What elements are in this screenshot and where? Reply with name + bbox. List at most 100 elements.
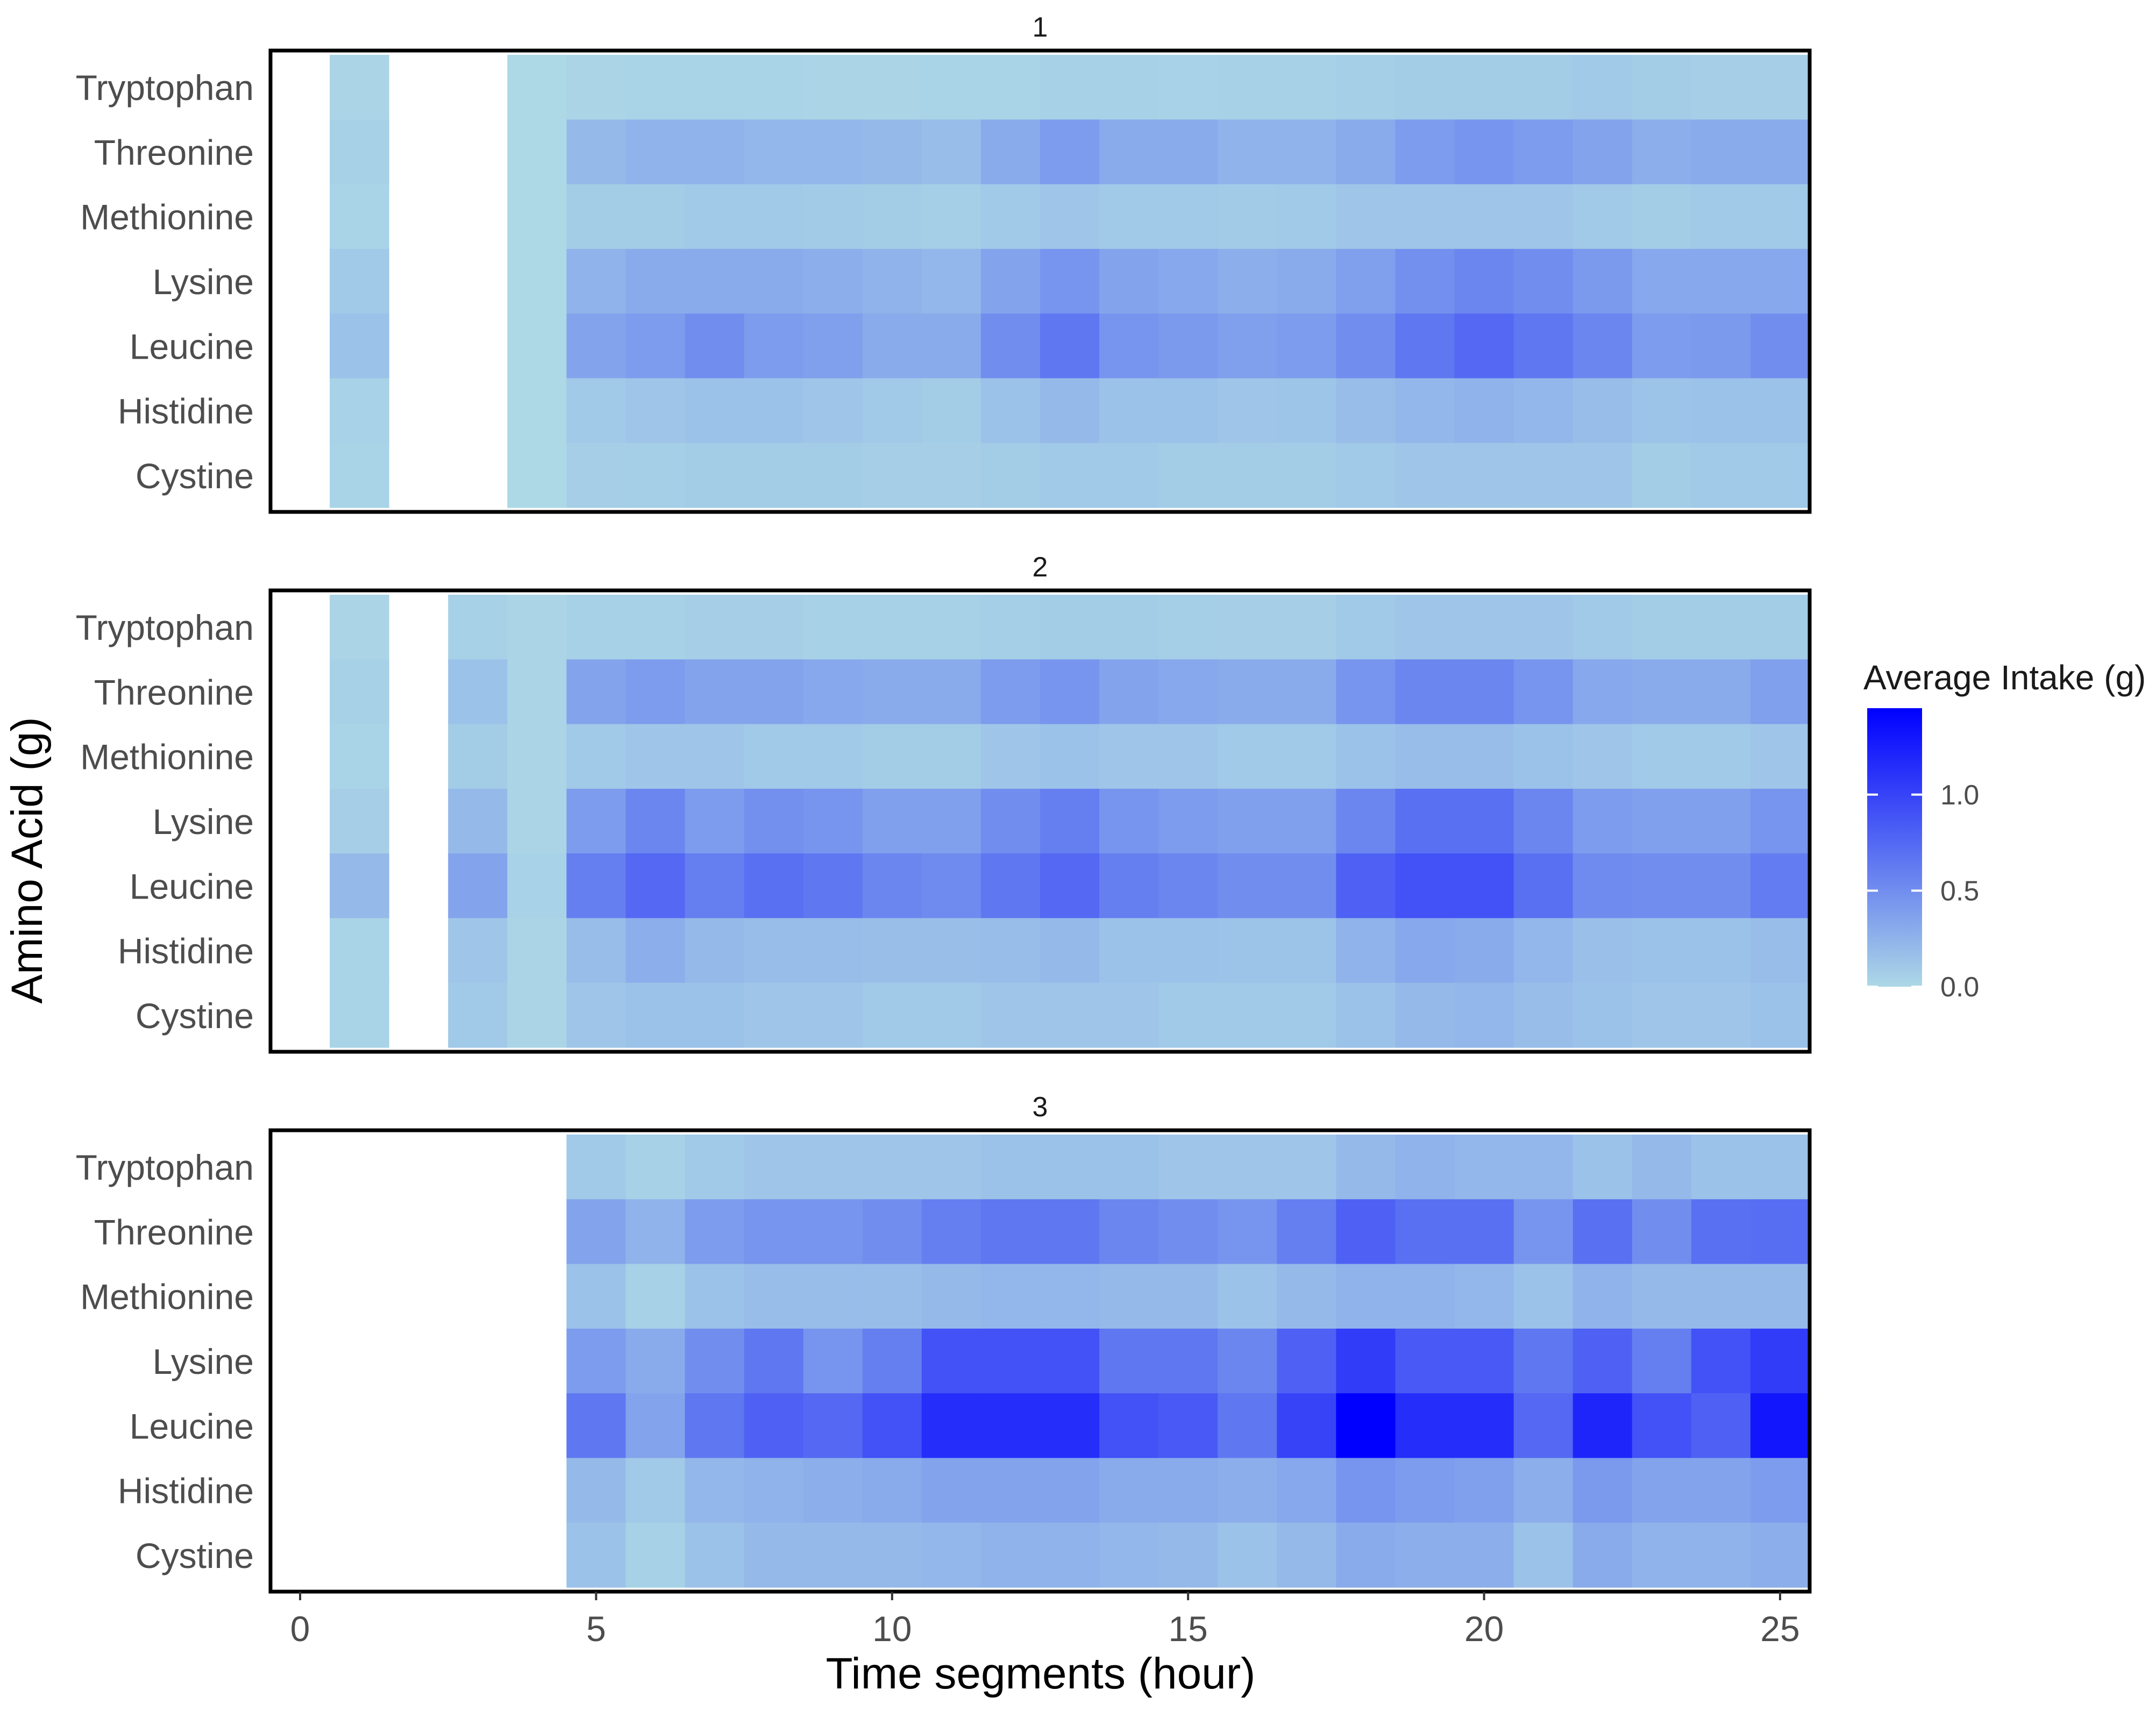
heatmap-cell bbox=[1336, 595, 1396, 660]
heatmap-cell bbox=[1218, 982, 1277, 1048]
heatmap-cell bbox=[1632, 918, 1692, 983]
heatmap-cell bbox=[566, 1458, 627, 1523]
heatmap-cell bbox=[862, 1393, 922, 1459]
heatmap-cell bbox=[330, 918, 389, 983]
heatmap-cell bbox=[330, 55, 389, 120]
heatmap-cell bbox=[1513, 1393, 1574, 1459]
heatmap-cell bbox=[566, 313, 627, 379]
heatmap-cell bbox=[1632, 1458, 1692, 1523]
heatmap-cell bbox=[1454, 184, 1514, 249]
heatmap-cell bbox=[803, 982, 863, 1048]
heatmap-cell bbox=[625, 1393, 686, 1459]
heatmap-cell bbox=[1454, 1199, 1514, 1265]
heatmap-cell bbox=[1099, 119, 1159, 185]
heatmap-cell bbox=[1277, 788, 1336, 854]
heatmap-cell bbox=[1572, 313, 1633, 379]
heatmap-cell bbox=[1513, 1135, 1574, 1200]
y-tick-label: Tryptophan bbox=[76, 1147, 254, 1187]
heatmap-cell bbox=[1277, 248, 1336, 314]
heatmap-cell bbox=[685, 982, 745, 1048]
heatmap-cell bbox=[1691, 1135, 1751, 1200]
heatmap-cell bbox=[744, 853, 804, 919]
legend-tick-label: 0.0 bbox=[1940, 972, 1979, 1003]
heatmap-cell bbox=[1040, 659, 1100, 725]
heatmap-cell bbox=[744, 1522, 804, 1588]
heatmap-cell bbox=[980, 724, 1041, 789]
panel-label: 1 bbox=[1033, 12, 1048, 43]
heatmap-cell bbox=[448, 982, 508, 1048]
heatmap-cell bbox=[980, 918, 1041, 983]
heatmap-cell bbox=[1750, 1522, 1810, 1588]
heatmap-cell bbox=[1277, 378, 1336, 444]
heatmap-cell bbox=[1395, 1458, 1455, 1523]
heatmap-cell bbox=[625, 119, 686, 185]
heatmap-cell bbox=[1336, 982, 1396, 1048]
heatmap-cell bbox=[1513, 184, 1574, 249]
heatmap-cell bbox=[1158, 1264, 1218, 1329]
heatmap-cell bbox=[1040, 378, 1100, 444]
heatmap-cell bbox=[862, 853, 922, 919]
x-axis: 0 5 10 15 20 25 bbox=[290, 1592, 1800, 1649]
heatmap-cell bbox=[566, 119, 627, 185]
heatmap-cell bbox=[1158, 595, 1218, 660]
heatmap-cell bbox=[1040, 119, 1100, 185]
y-axis-title: Amino Acid (g) bbox=[3, 717, 52, 1003]
heatmap-cell bbox=[330, 659, 389, 725]
heatmap-cell bbox=[1277, 853, 1336, 919]
heatmap-cell bbox=[803, 1328, 863, 1394]
heatmap-cell bbox=[1632, 659, 1692, 725]
heatmap-cell bbox=[803, 659, 863, 725]
heatmap-cell bbox=[1336, 443, 1396, 508]
heatmap-cell bbox=[1218, 918, 1277, 983]
heatmap-cell bbox=[1218, 724, 1277, 789]
heatmap-cell bbox=[1395, 788, 1455, 854]
heatmap-cell bbox=[685, 184, 745, 249]
heatmap-cell bbox=[1750, 1458, 1810, 1523]
heatmap-cell bbox=[507, 724, 567, 789]
heatmap-cell bbox=[507, 853, 567, 919]
panel-3: 3 Tryptophan Threonine Methionine Lysine Leuc… bbox=[76, 1092, 1812, 1594]
heatmap-cell bbox=[1099, 724, 1159, 789]
heatmap-cell bbox=[330, 248, 389, 314]
heatmap-cell bbox=[980, 595, 1041, 660]
heatmap-cell bbox=[921, 443, 981, 508]
heatmap-cell bbox=[625, 1328, 686, 1394]
heatmap-cell bbox=[1336, 1328, 1396, 1394]
heatmap-cell bbox=[803, 248, 863, 314]
heatmap-cell bbox=[330, 443, 389, 508]
heatmap-cell bbox=[1099, 184, 1159, 249]
heatmap-cell bbox=[1750, 1328, 1810, 1394]
heatmap-cell bbox=[1158, 313, 1218, 379]
heatmap-cell bbox=[1218, 55, 1277, 120]
x-tick-label: 5 bbox=[586, 1609, 606, 1649]
heatmap-cell bbox=[1572, 918, 1633, 983]
heatmap-cell bbox=[1040, 184, 1100, 249]
heatmap-cell bbox=[1277, 659, 1336, 725]
heatmap-cell bbox=[1040, 853, 1100, 919]
heatmap-cell bbox=[921, 313, 981, 379]
heatmap-cell bbox=[1454, 982, 1514, 1048]
heatmap-cell bbox=[862, 1264, 922, 1329]
heatmap-cell bbox=[980, 1393, 1041, 1459]
heatmap-cell bbox=[1632, 1264, 1692, 1329]
heatmap-cell bbox=[448, 853, 508, 919]
heatmap-cell bbox=[1158, 443, 1218, 508]
heatmap-cell bbox=[625, 378, 686, 444]
y-tick-label: Histidine bbox=[118, 931, 254, 971]
heatmap-cell bbox=[1218, 1135, 1277, 1200]
heatmap-cell bbox=[507, 659, 567, 725]
panel-border bbox=[268, 48, 1812, 514]
heatmap-cell bbox=[803, 724, 863, 789]
heatmap-cell bbox=[1750, 1264, 1810, 1329]
heatmap-cell bbox=[921, 918, 981, 983]
heatmap-cell bbox=[685, 1264, 745, 1329]
heatmap-cell bbox=[1572, 1458, 1633, 1523]
heatmap-cell bbox=[1218, 788, 1277, 854]
heatmap-cell bbox=[1691, 443, 1751, 508]
heatmap-cell bbox=[1395, 724, 1455, 789]
heatmap-cell bbox=[1218, 595, 1277, 660]
x-tick-label: 25 bbox=[1760, 1609, 1799, 1649]
y-tick-label: Leucine bbox=[130, 326, 254, 366]
legend-title: Average Intake (g) bbox=[1863, 658, 2146, 697]
heatmap-cell bbox=[566, 248, 627, 314]
